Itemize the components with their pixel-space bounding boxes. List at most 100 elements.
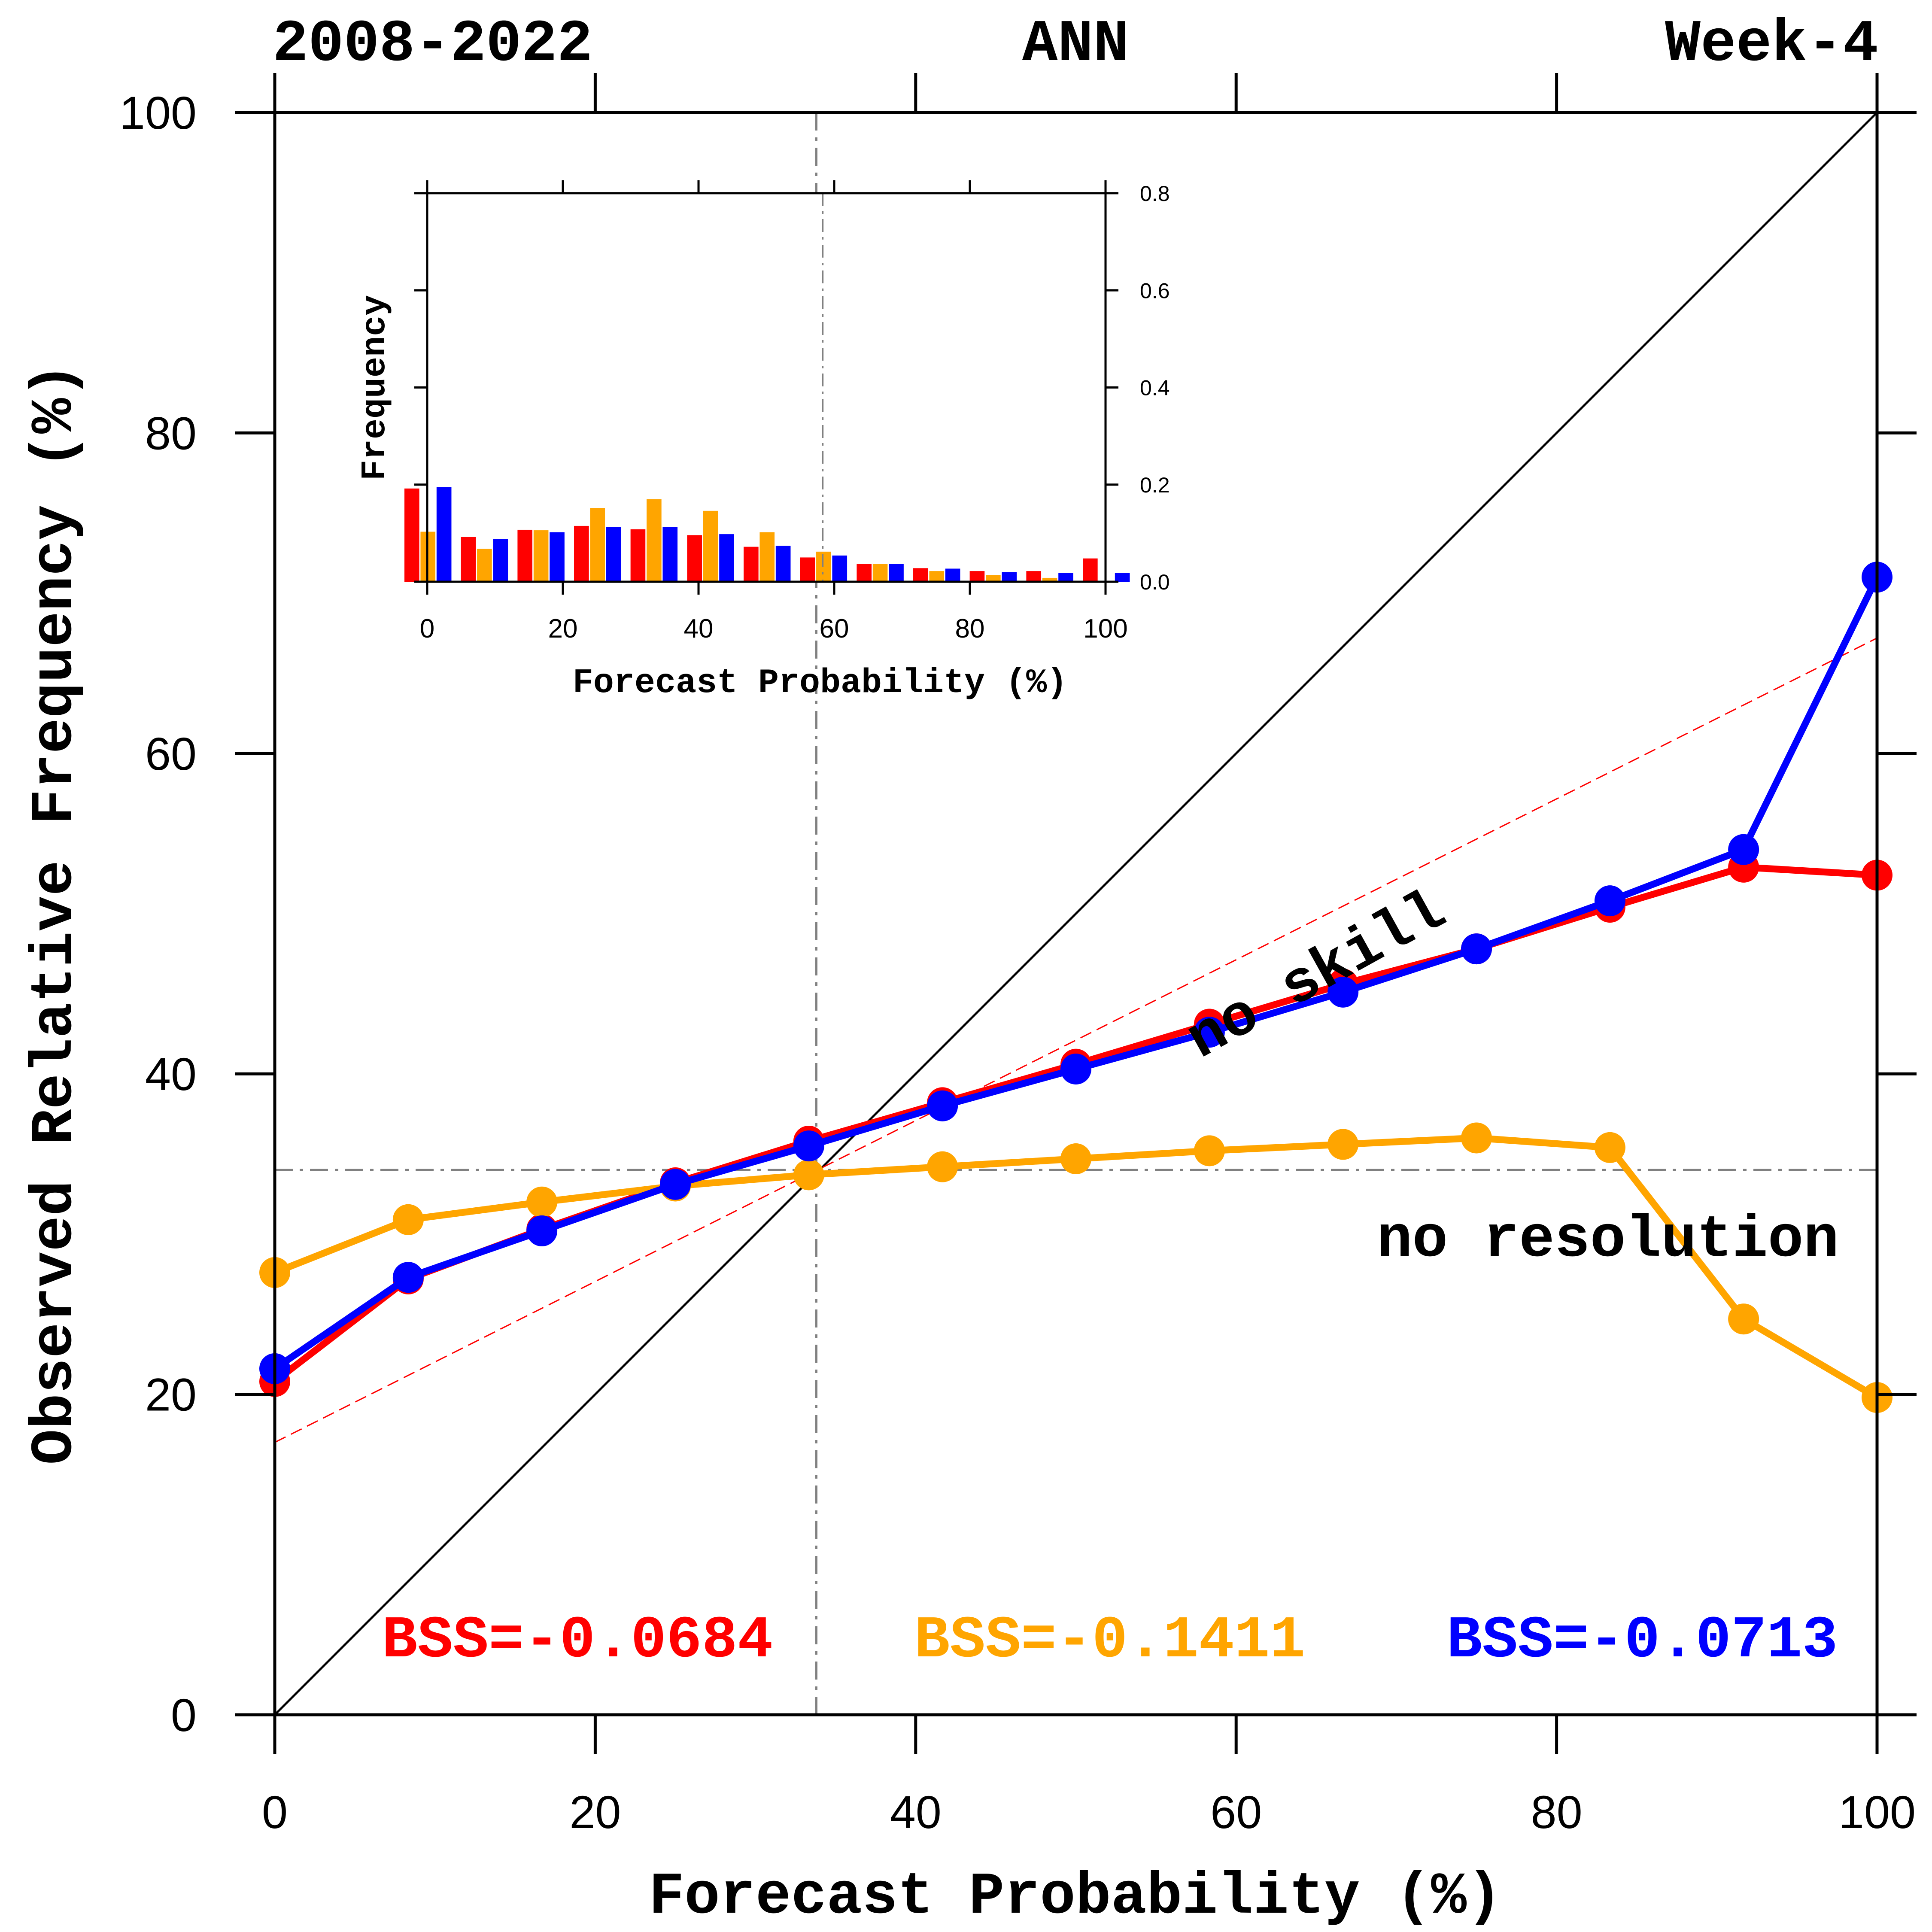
y-tick-label: 60: [145, 728, 197, 780]
histogram-bar-orange: [1042, 577, 1057, 582]
y-axis-title: Observed Relative Frequency (%): [22, 362, 89, 1464]
y-tick-label: 100: [119, 87, 197, 139]
histogram-bar-red: [574, 526, 589, 582]
histogram-bar-red: [517, 529, 533, 582]
y-tick-label: 80: [145, 407, 197, 459]
histogram-bar-orange: [986, 575, 1001, 582]
histogram-bar-orange: [703, 510, 718, 582]
plot-frame: [273, 111, 1879, 1716]
series-point-blue: [526, 1215, 558, 1246]
histogram-bar-blue: [606, 527, 621, 582]
series-point-blue: [660, 1169, 691, 1200]
inset-x-tick-label: 100: [1083, 614, 1127, 644]
inset-y-tick-label: 0.2: [1140, 473, 1170, 497]
histogram-bar-blue: [1115, 573, 1130, 582]
histogram-bar-red: [687, 535, 702, 582]
series-point-orange: [526, 1186, 558, 1218]
inset-bars: [404, 487, 1130, 582]
series-point-orange: [1594, 1132, 1625, 1163]
series-point-orange: [927, 1151, 958, 1182]
period-label: 2008-2022: [273, 11, 592, 78]
no-skill-annotation: no skill: [1176, 878, 1458, 1075]
no-skill-line: [274, 637, 1877, 1443]
inset-y-tick-label: 0.8: [1140, 182, 1170, 206]
series-point-blue: [1594, 885, 1625, 917]
histogram-bar-blue: [493, 539, 508, 582]
bss-score-blue: BSS=-0.0713: [1447, 1607, 1838, 1674]
x-tick-label: 100: [1838, 1786, 1916, 1838]
bss-score-orange: BSS=-0.1411: [914, 1607, 1306, 1674]
series-point-orange: [1194, 1135, 1225, 1166]
histogram-bar-blue: [662, 527, 678, 582]
lead-label: Week-4: [1665, 11, 1878, 78]
inset-x-axis-title: Forecast Probability (%): [573, 664, 1067, 703]
x-axis-title: Forecast Probability (%): [649, 1864, 1502, 1931]
perfect-reliability-line: [274, 112, 1878, 1716]
inset-ticks: 0 20 40 60 80 100 0.0 0.2 0.4 0.6 0.8: [414, 180, 1170, 644]
main-ticks: 0 20 40 60 80 100 0 20 40 60 80 100: [119, 73, 1917, 1838]
inset-x-tick-label: 20: [548, 614, 578, 644]
series-point-blue: [1194, 1017, 1225, 1048]
inset-y-tick-label: 0.4: [1140, 376, 1170, 400]
series-point-blue: [1060, 1054, 1091, 1085]
y-tick-label: 40: [145, 1048, 197, 1100]
series-line-red: [273, 863, 1877, 1385]
inset-y-tick-label: 0.6: [1140, 279, 1170, 303]
inset-x-tick-label: 40: [684, 614, 714, 644]
series-point-orange: [1461, 1122, 1492, 1154]
inset-histogram: 0 20 40 60 80 100 0.0 0.2 0.4 0.6 0.8 Forecast Pro…: [356, 180, 1170, 703]
histogram-bar-red: [800, 557, 815, 582]
histogram-bar-orange: [929, 571, 945, 582]
histogram-bar-orange: [533, 530, 549, 582]
histogram-bar-blue: [775, 546, 791, 582]
histogram-bar-orange: [872, 564, 888, 582]
y-tick-label: 0: [171, 1689, 197, 1741]
histogram-bar-orange: [816, 551, 831, 582]
histogram-bar-orange: [759, 532, 775, 582]
inset-x-tick-label: 0: [420, 614, 434, 644]
histogram-bar-red: [630, 529, 646, 582]
series-point-blue: [392, 1262, 424, 1293]
histogram-bar-blue: [1058, 573, 1073, 582]
inset-background: [427, 193, 1106, 582]
inset-y-tick-label: 0.0: [1140, 570, 1170, 594]
histogram-bar-red: [1083, 558, 1098, 582]
inset-x-tick-label: 60: [820, 614, 849, 644]
histogram-bar-red: [969, 571, 985, 582]
series-point-blue: [927, 1090, 958, 1121]
histogram-bar-blue: [550, 532, 565, 582]
histogram-bar-blue: [889, 564, 904, 582]
histogram-bar-red: [913, 568, 928, 582]
inset-x-tick-label: 80: [955, 614, 985, 644]
series-point-orange: [1060, 1143, 1091, 1174]
histogram-bar-orange: [477, 549, 492, 582]
histogram-bar-red: [744, 547, 759, 582]
histogram-bar-blue: [1002, 572, 1017, 582]
x-tick-label: 60: [1210, 1786, 1262, 1838]
data-series: [259, 562, 1893, 1413]
series-point-blue: [1327, 976, 1359, 1008]
series-point-orange: [793, 1159, 824, 1191]
x-tick-label: 40: [890, 1786, 942, 1838]
no-resolution-annotation: no resolution: [1377, 1207, 1839, 1274]
histogram-bar-blue: [832, 555, 848, 582]
main-axes: [273, 111, 1879, 1716]
series-point-blue: [1461, 933, 1492, 965]
histogram-bar-blue: [436, 487, 452, 582]
series-point-blue: [793, 1130, 824, 1162]
histogram-bar-red: [404, 488, 419, 582]
series-point-orange: [1728, 1303, 1759, 1335]
series-point-orange: [1327, 1129, 1359, 1160]
x-tick-label: 0: [262, 1786, 288, 1838]
series-point-orange: [392, 1204, 424, 1235]
season-label: ANN: [1022, 11, 1129, 78]
y-tick-label: 20: [145, 1369, 197, 1421]
histogram-bar-orange: [647, 499, 662, 582]
inset-y-axis-title: Frequency: [356, 295, 395, 480]
bss-score-red: BSS=-0.0684: [382, 1607, 773, 1674]
histogram-bar-orange: [590, 508, 605, 582]
histogram-bar-blue: [945, 568, 960, 582]
histogram-bar-red: [461, 537, 476, 582]
x-tick-label: 80: [1531, 1786, 1583, 1838]
